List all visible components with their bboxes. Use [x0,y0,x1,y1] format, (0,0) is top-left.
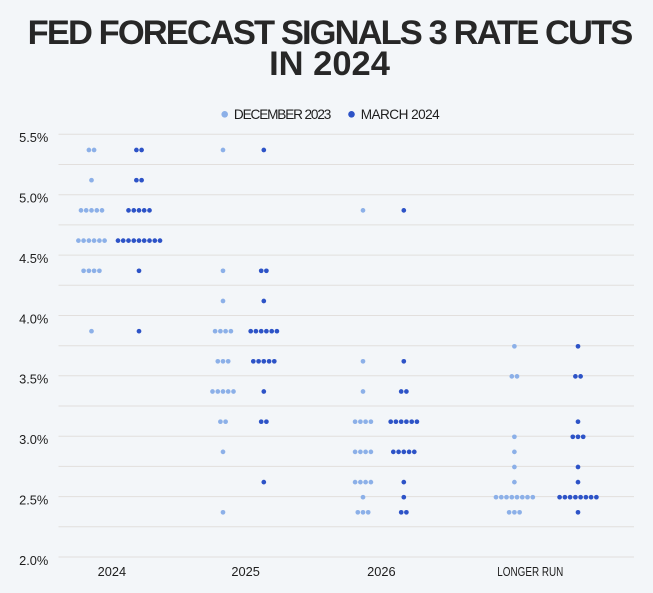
svg-text:5.5%: 5.5% [19,130,48,145]
svg-text:2026: 2026 [367,564,395,579]
svg-text:2024: 2024 [98,564,126,579]
svg-text:5.0%: 5.0% [19,191,48,206]
svg-text:4.5%: 4.5% [19,251,48,266]
svg-text:2.0%: 2.0% [19,553,48,568]
svg-text:3.5%: 3.5% [19,372,48,387]
svg-text:4.0%: 4.0% [19,311,48,326]
svg-text:MARCH 2024: MARCH 2024 [361,107,440,122]
svg-text:DECEMBER 2023: DECEMBER 2023 [234,107,331,122]
svg-text:2025: 2025 [231,564,259,579]
svg-text:2.5%: 2.5% [19,492,48,507]
svg-text:3.0%: 3.0% [19,432,48,447]
svg-text:LONGER RUN: LONGER RUN [497,564,563,579]
